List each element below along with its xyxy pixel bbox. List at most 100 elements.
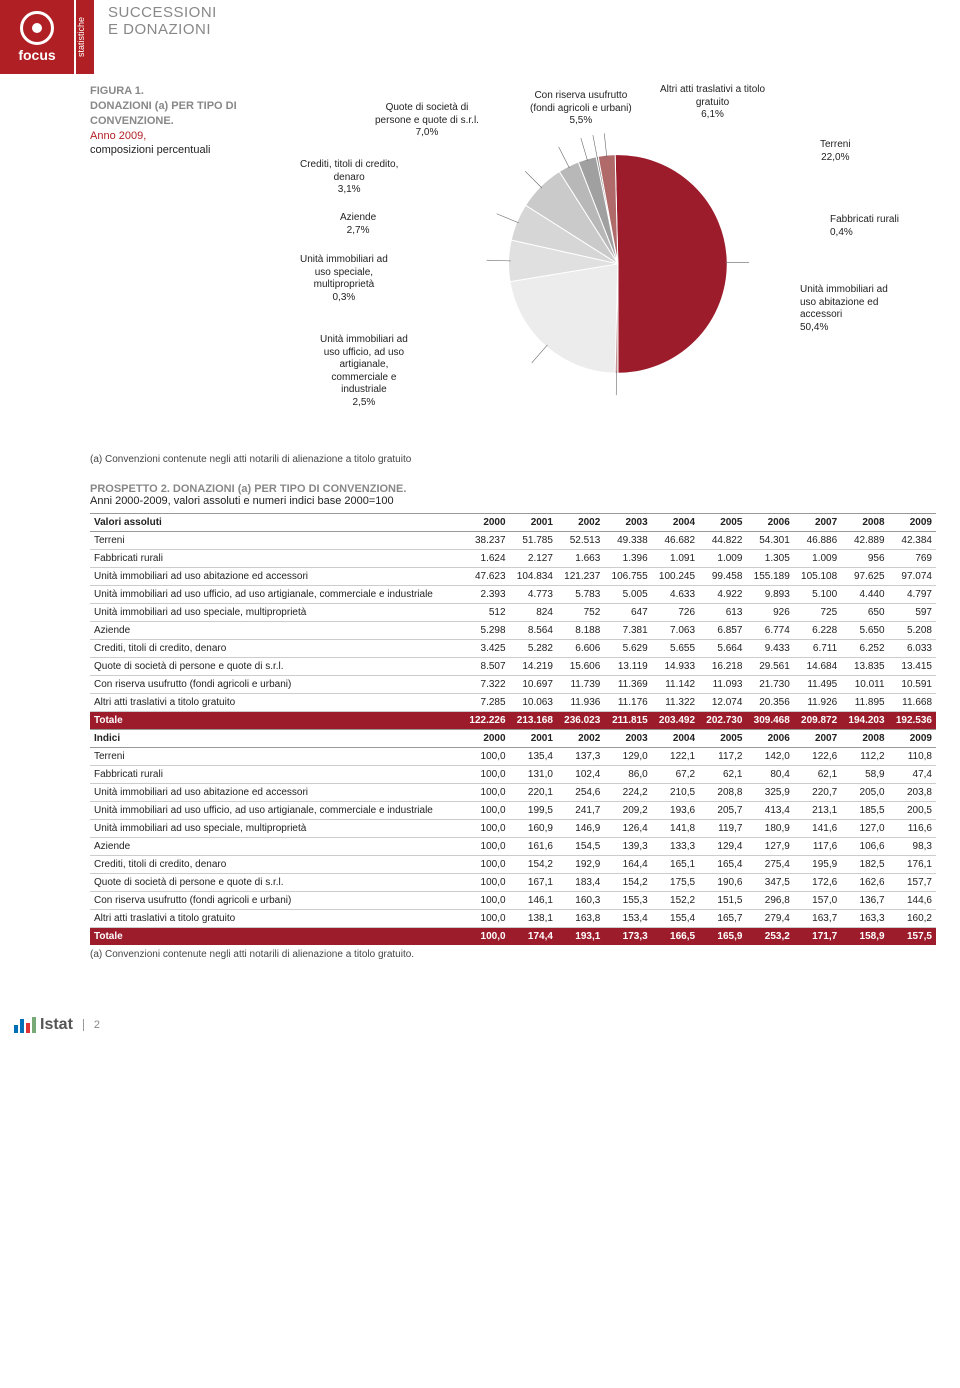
cell-value: 183,4 bbox=[557, 874, 604, 892]
cell-value: 202.730 bbox=[699, 712, 746, 730]
cell-value: 11.322 bbox=[652, 694, 699, 712]
cell-value: 52.513 bbox=[557, 532, 604, 550]
cell-value: 105.108 bbox=[794, 568, 841, 586]
focus-logo: focus bbox=[0, 0, 74, 74]
cell-value: 67,2 bbox=[652, 766, 699, 784]
cell-value: 144,6 bbox=[889, 892, 936, 910]
cell-value: 4.633 bbox=[652, 586, 699, 604]
cell-value: 185,5 bbox=[841, 802, 888, 820]
cell-value: 824 bbox=[510, 604, 557, 622]
cell-value: 11.895 bbox=[841, 694, 888, 712]
cell-value: 11.369 bbox=[604, 676, 651, 694]
page-content: FIGURA 1. DONAZIONI (a) PER TIPO DI CONV… bbox=[0, 84, 960, 998]
row-label: Terreni bbox=[90, 532, 462, 550]
section-year: 2009 bbox=[889, 730, 936, 748]
cell-value: 29.561 bbox=[746, 658, 793, 676]
cell-value: 5.298 bbox=[462, 622, 509, 640]
cell-value: 15.606 bbox=[557, 658, 604, 676]
cell-value: 192,9 bbox=[557, 856, 604, 874]
cell-value: 205,7 bbox=[699, 802, 746, 820]
cell-value: 597 bbox=[889, 604, 936, 622]
pie-label: Unità immobiliari ad uso ufficio, ad uso… bbox=[320, 334, 408, 409]
table-row: Crediti, titoli di credito, denaro3.4255… bbox=[90, 640, 936, 658]
table-row: Fabbricati rurali100,0131,0102,486,067,2… bbox=[90, 766, 936, 784]
row-label: Totale bbox=[90, 712, 462, 730]
pie-label: Aziende 2,7% bbox=[340, 212, 376, 237]
cell-value: 62,1 bbox=[699, 766, 746, 784]
cell-value: 157,5 bbox=[889, 928, 936, 946]
figure-caption: FIGURA 1. DONAZIONI (a) PER TIPO DI CONV… bbox=[90, 84, 240, 424]
cell-value: 133,3 bbox=[652, 838, 699, 856]
cell-value: 129,4 bbox=[699, 838, 746, 856]
col-header-year: 2007 bbox=[794, 514, 841, 532]
cell-value: 122,6 bbox=[794, 748, 841, 766]
cell-value: 176,1 bbox=[889, 856, 936, 874]
cell-value: 136,7 bbox=[841, 892, 888, 910]
cell-value: 80,4 bbox=[746, 766, 793, 784]
data-table: Valori assoluti2000200120022003200420052… bbox=[90, 513, 936, 945]
cell-value: 5.664 bbox=[699, 640, 746, 658]
table-row: Unità immobiliari ad uso ufficio, ad uso… bbox=[90, 802, 936, 820]
cell-value: 153,4 bbox=[604, 910, 651, 928]
row-label: Con riserva usufrutto (fondi agricoli e … bbox=[90, 676, 462, 694]
cell-value: 6.033 bbox=[889, 640, 936, 658]
section-year: 2008 bbox=[841, 730, 888, 748]
cell-value: 11.926 bbox=[794, 694, 841, 712]
cell-value: 180,9 bbox=[746, 820, 793, 838]
cell-value: 119,7 bbox=[699, 820, 746, 838]
figure-row: FIGURA 1. DONAZIONI (a) PER TIPO DI CONV… bbox=[90, 84, 936, 424]
cell-value: 752 bbox=[557, 604, 604, 622]
cell-value: 10.011 bbox=[841, 676, 888, 694]
cell-value: 193,1 bbox=[557, 928, 604, 946]
cell-value: 11.495 bbox=[794, 676, 841, 694]
section-year: 2006 bbox=[746, 730, 793, 748]
row-label: Fabbricati rurali bbox=[90, 550, 462, 568]
cell-value: 13.415 bbox=[889, 658, 936, 676]
cell-value: 203.492 bbox=[652, 712, 699, 730]
col-header-year: 2001 bbox=[510, 514, 557, 532]
cell-value: 1.624 bbox=[462, 550, 509, 568]
cell-value: 141,6 bbox=[794, 820, 841, 838]
table-row: Unità immobiliari ad uso ufficio, ad uso… bbox=[90, 586, 936, 604]
cell-value: 154,2 bbox=[604, 874, 651, 892]
cell-value: 44.822 bbox=[699, 532, 746, 550]
cell-value: 146,9 bbox=[557, 820, 604, 838]
cell-value: 6.711 bbox=[794, 640, 841, 658]
cell-value: 5.655 bbox=[652, 640, 699, 658]
cell-value: 236.023 bbox=[557, 712, 604, 730]
cell-value: 42.889 bbox=[841, 532, 888, 550]
cell-value: 165,7 bbox=[699, 910, 746, 928]
cell-value: 613 bbox=[699, 604, 746, 622]
cell-value: 1.663 bbox=[557, 550, 604, 568]
cell-value: 100,0 bbox=[462, 928, 509, 946]
cell-value: 154,5 bbox=[557, 838, 604, 856]
cell-value: 175,5 bbox=[652, 874, 699, 892]
cell-value: 157,7 bbox=[889, 874, 936, 892]
section-year: 2002 bbox=[557, 730, 604, 748]
cell-value: 6.228 bbox=[794, 622, 841, 640]
cell-value: 98,3 bbox=[889, 838, 936, 856]
cell-value: 160,3 bbox=[557, 892, 604, 910]
cell-value: 100,0 bbox=[462, 820, 509, 838]
page-header: focus statistiche SUCCESSIONI E DONAZION… bbox=[0, 0, 960, 74]
section-year: 2001 bbox=[510, 730, 557, 748]
cell-value: 165,4 bbox=[699, 856, 746, 874]
row-label: Unità immobiliari ad uso speciale, multi… bbox=[90, 604, 462, 622]
table-row: Terreni38.23751.78552.51349.33846.68244.… bbox=[90, 532, 936, 550]
cell-value: 117,6 bbox=[794, 838, 841, 856]
cell-value: 2.127 bbox=[510, 550, 557, 568]
row-label: Crediti, titoli di credito, denaro bbox=[90, 640, 462, 658]
col-header-year: 2009 bbox=[889, 514, 936, 532]
cell-value: 6.857 bbox=[699, 622, 746, 640]
cell-value: 194.203 bbox=[841, 712, 888, 730]
cell-value: 11.093 bbox=[699, 676, 746, 694]
cell-value: 182,5 bbox=[841, 856, 888, 874]
cell-value: 20.356 bbox=[746, 694, 793, 712]
cell-value: 160,9 bbox=[510, 820, 557, 838]
cell-value: 1.009 bbox=[699, 550, 746, 568]
cell-value: 347,5 bbox=[746, 874, 793, 892]
figure-year: Anno 2009, bbox=[90, 129, 240, 144]
cell-value: 154,2 bbox=[510, 856, 557, 874]
cell-value: 100,0 bbox=[462, 748, 509, 766]
cell-value: 164,4 bbox=[604, 856, 651, 874]
